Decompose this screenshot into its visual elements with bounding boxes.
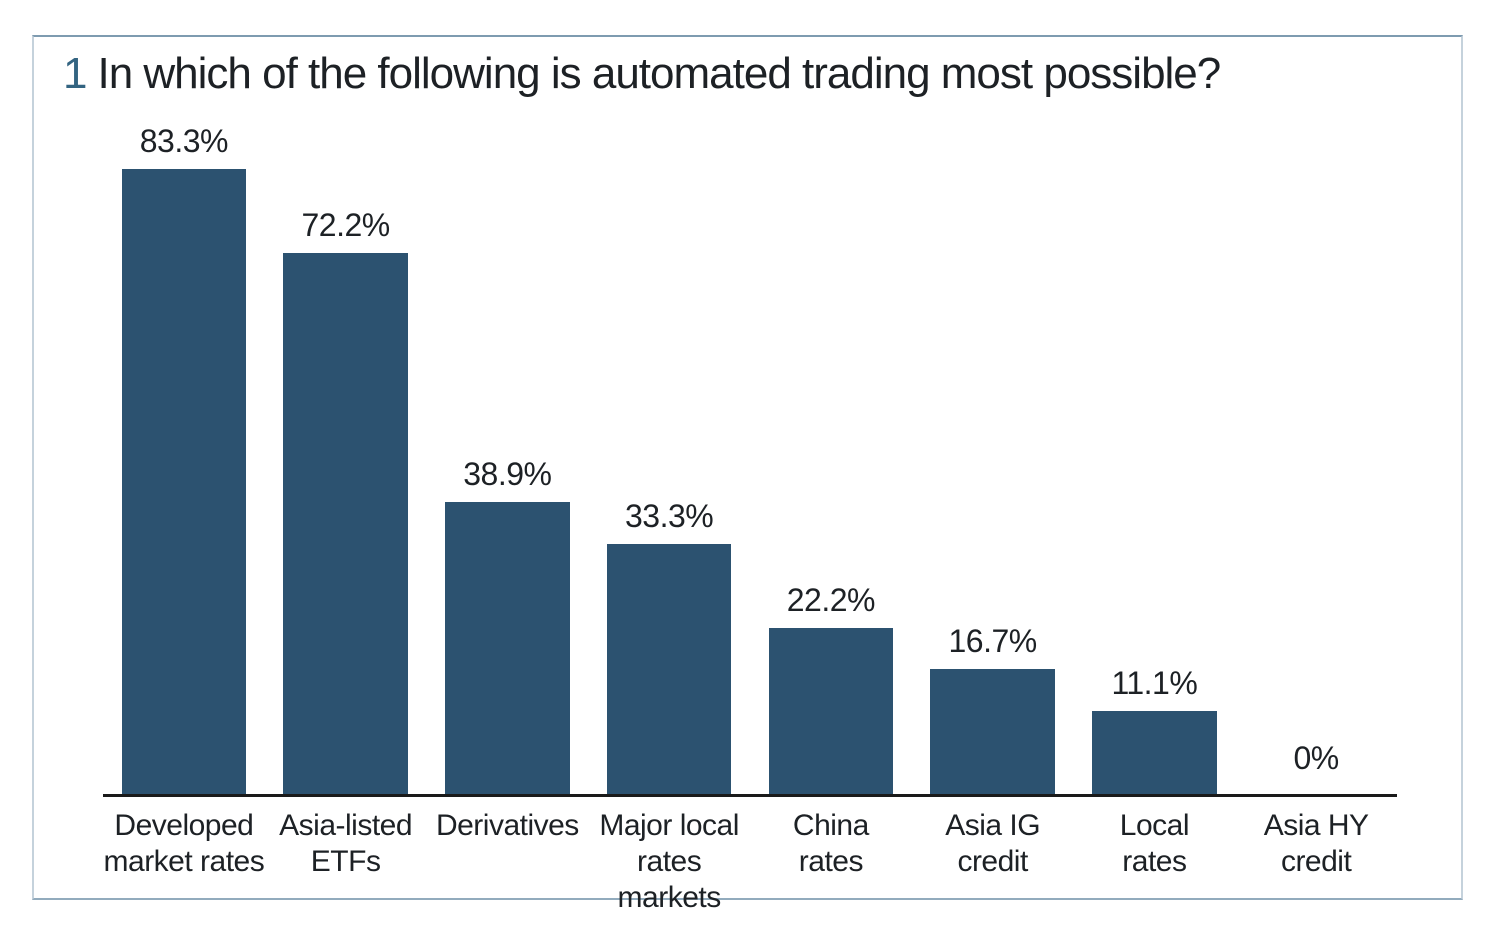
chart-card: 1 In which of the following is automated … [32, 35, 1463, 914]
category-label: Developed market rates [103, 809, 265, 878]
bar [1092, 710, 1217, 794]
bar-column: 11.1% [1074, 44, 1236, 794]
question-text: In which of the following is automated t… [97, 49, 1221, 98]
x-axis-labels: Developed market rates Asia-listed ETFs … [103, 808, 1397, 916]
bar-column: 16.7% [912, 44, 1074, 794]
category-label: Asia HY credit [1263, 809, 1369, 878]
category-label: Local rates [1119, 809, 1190, 878]
bar [445, 502, 570, 794]
bar [121, 169, 247, 794]
bar [283, 252, 408, 794]
bar-value-label: 16.7% [948, 622, 1038, 659]
bar-column: 22.2% [750, 44, 912, 794]
chart-title: 1 In which of the following is automated … [63, 49, 1221, 99]
bar [768, 627, 894, 794]
bar-value-label: 0% [1293, 740, 1340, 776]
x-axis-line [103, 794, 1397, 797]
plot-area: 83.3% 72.2% 38.9% 33.3% 22.2% 16.7% 11.1… [103, 44, 1397, 794]
bar [606, 544, 732, 794]
question-number: 1 [63, 49, 88, 98]
bar-value-label: 22.2% [786, 581, 876, 618]
category-label: China rates [792, 809, 869, 878]
bar-column: 72.2% [265, 44, 427, 794]
bar-value-label: 72.2% [301, 206, 391, 243]
category-label: Asia-listed ETFs [279, 809, 413, 878]
bar-value-label: 11.1% [1111, 664, 1198, 701]
category-label: Asia IG credit [945, 809, 1041, 878]
category-label: Derivatives [435, 809, 579, 842]
bar-value-label: 83.3% [139, 123, 229, 160]
bar-column: 83.3% [103, 44, 265, 794]
bar-column: 33.3% [588, 44, 750, 794]
bar-column: 38.9% [427, 44, 589, 794]
bar-value-label: 38.9% [463, 456, 552, 493]
bar [930, 668, 1055, 794]
bar-column: 0% [1235, 44, 1397, 794]
category-label: Major local rates markets [599, 809, 739, 914]
bar-value-label: 33.3% [625, 498, 714, 535]
